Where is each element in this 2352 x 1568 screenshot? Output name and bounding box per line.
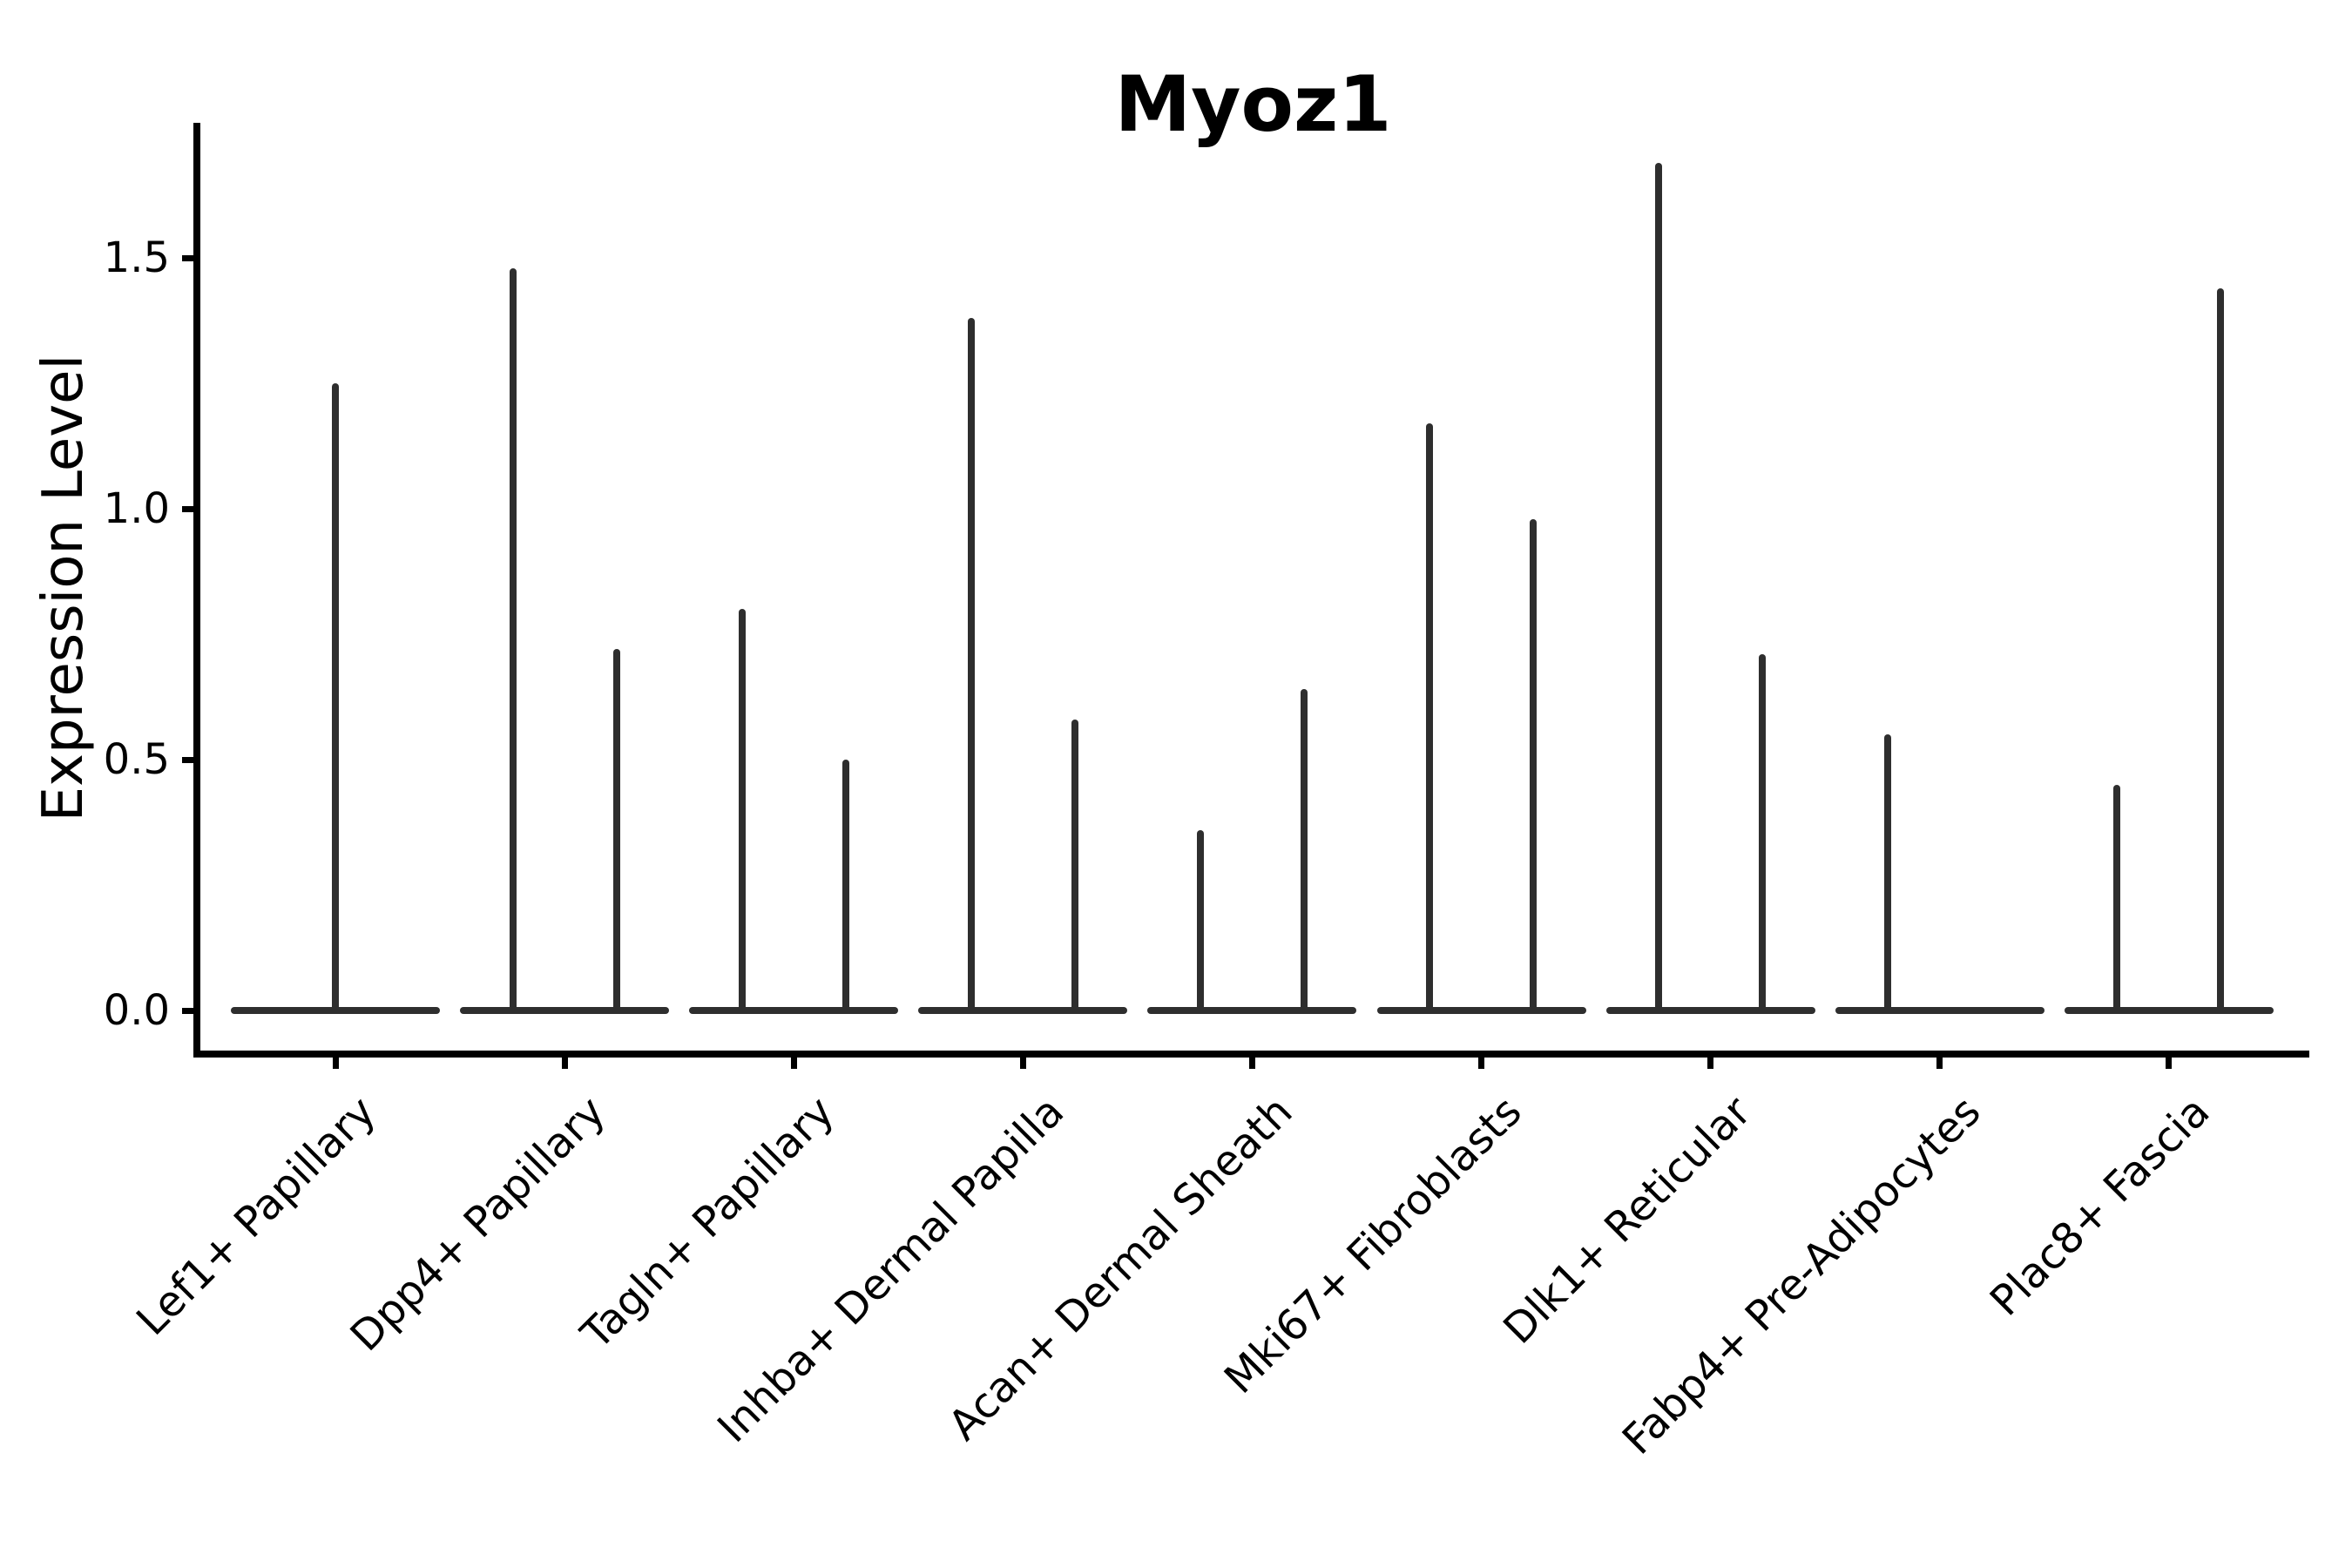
violin-spike	[1530, 518, 1537, 1014]
x-tick-mark	[1248, 1054, 1255, 1069]
x-tick-label: Dpp4+ Papillary	[341, 1087, 615, 1362]
violin-spike	[1655, 162, 1663, 1014]
x-tick-mark	[790, 1054, 797, 1069]
x-tick-mark	[561, 1054, 568, 1069]
chart-title: Myoz1	[1114, 59, 1392, 149]
violin-spike	[1426, 423, 1433, 1014]
violin-spike	[509, 267, 517, 1014]
violin-baseline	[1376, 1007, 1586, 1014]
y-tick-label: 0.5	[103, 735, 170, 784]
violin-spike	[332, 383, 339, 1014]
x-tick-label: Tagln+ Papillary	[572, 1087, 844, 1359]
y-tick-mark	[182, 505, 197, 512]
y-tick-label: 0.0	[103, 986, 170, 1035]
y-tick-label: 1.5	[103, 233, 170, 282]
violin-spike	[1884, 734, 1892, 1014]
violin-baseline	[460, 1007, 670, 1014]
violin-baseline	[689, 1007, 899, 1014]
violin-spike	[738, 609, 746, 1014]
x-tick-mark	[2166, 1054, 2173, 1069]
x-tick-mark	[332, 1054, 339, 1069]
y-tick-mark	[182, 254, 197, 261]
x-tick-mark	[1019, 1054, 1026, 1069]
violin-baseline	[1835, 1007, 2044, 1014]
x-tick-mark	[1707, 1054, 1714, 1069]
y-tick-mark	[182, 1007, 197, 1014]
y-axis-spine	[193, 123, 200, 1058]
x-tick-label: Lef1+ Papillary	[127, 1087, 386, 1345]
violin-spike	[1071, 719, 1078, 1014]
violin-spike	[612, 649, 620, 1014]
violin-baseline	[1147, 1007, 1357, 1014]
x-tick-mark	[1936, 1054, 1943, 1069]
x-tick-label: Plac8+ Fascia	[1980, 1087, 2220, 1326]
x-tick-mark	[1478, 1054, 1484, 1069]
violin-baseline	[2064, 1007, 2274, 1014]
violin-spike	[841, 760, 849, 1014]
violin-spike	[1196, 829, 1204, 1014]
violin-spike	[2113, 784, 2121, 1014]
violin-baseline	[1605, 1007, 1815, 1014]
x-tick-label: Dlk1+ Reticular	[1494, 1087, 1761, 1354]
y-tick-mark	[182, 756, 197, 763]
violin-spike	[1759, 654, 1767, 1014]
violin-spike	[2217, 287, 2225, 1014]
violin-spike	[967, 318, 975, 1014]
violin-spike	[1300, 689, 1308, 1014]
violin-baseline	[918, 1007, 1128, 1014]
y-tick-label: 1.0	[103, 484, 170, 533]
